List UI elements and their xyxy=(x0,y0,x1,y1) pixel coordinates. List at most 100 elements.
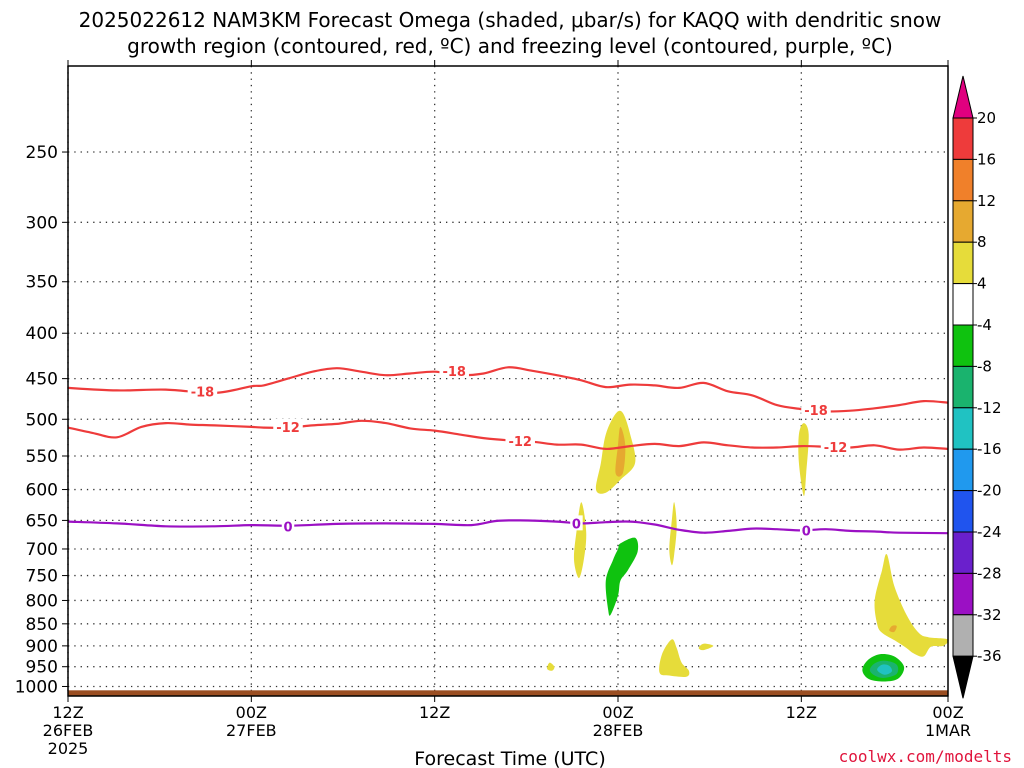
x-tick-label: 2025 xyxy=(48,739,89,758)
colorbar-label: -20 xyxy=(977,482,1002,500)
y-tick-label: 950 xyxy=(26,658,58,678)
colorbar-label: 20 xyxy=(977,109,996,127)
y-tick-label: 800 xyxy=(26,591,58,611)
colorbar-bin xyxy=(952,407,974,450)
contour-label-bg xyxy=(505,432,535,448)
contour-label-bg xyxy=(799,522,813,538)
contour-label-bg xyxy=(820,438,851,454)
colorbar: 20 16 12 8 4 -4 -8 -12 -16 -20 -24 -28 -32 -36 xyxy=(952,75,1002,699)
omega-region xyxy=(659,639,690,677)
colorbar-label: -32 xyxy=(977,606,1002,624)
colorbar-label: -28 xyxy=(977,564,1002,582)
contour-label-bg xyxy=(281,518,295,534)
omega-region xyxy=(573,502,587,579)
y-tick-label: 900 xyxy=(26,637,58,657)
contour-lines: -18 -18 -18 -12 -12 -12 0 0 0 xyxy=(67,362,949,539)
contour-label: -12 xyxy=(824,441,848,456)
contour-label: 0 xyxy=(572,517,581,532)
contour-label: -18 xyxy=(442,365,466,380)
plot-frame xyxy=(67,65,949,697)
omega-region xyxy=(547,662,555,671)
y-tick-label: 250 xyxy=(26,143,58,163)
colorbar-bottom-arrow xyxy=(952,655,974,699)
y-tick-label: 850 xyxy=(26,615,58,635)
omega-shading xyxy=(547,410,949,682)
colorbar-label: -12 xyxy=(977,399,1002,417)
contour-line xyxy=(67,519,949,535)
colorbar-label: -8 xyxy=(977,357,992,375)
colorbar-bin xyxy=(952,448,974,492)
x-tick-label: 12Z xyxy=(786,703,817,722)
chart-title-line2: growth region (contoured, red, ºC) and f… xyxy=(127,34,893,58)
plot-area: -18 -18 -18 -12 -12 -12 0 0 0 xyxy=(67,65,949,697)
x-tick-label: 00Z xyxy=(932,703,963,722)
colorbar-bin xyxy=(952,241,974,285)
contour-label: -18 xyxy=(191,385,215,400)
colorbar-bin xyxy=(952,572,974,616)
x-tick-label: 12Z xyxy=(52,703,83,722)
omega-region xyxy=(877,664,893,675)
y-tick-label: 750 xyxy=(26,567,58,587)
x-tick-label: 1MAR xyxy=(925,721,971,740)
omega-region xyxy=(605,537,639,616)
omega-region xyxy=(669,502,677,566)
colorbar-top-arrow xyxy=(952,75,974,119)
colorbar-bin xyxy=(952,365,974,409)
contour-label-bg xyxy=(801,401,831,417)
omega-region xyxy=(595,410,636,494)
contour-label: 0 xyxy=(802,524,811,539)
ground-surface-band xyxy=(68,690,948,696)
x-tick-label: 12Z xyxy=(419,703,450,722)
contour-label-bg xyxy=(570,515,583,531)
contour-label: -12 xyxy=(508,435,532,450)
y-tick-label: 350 xyxy=(26,273,58,293)
colorbar-label: -36 xyxy=(977,647,1002,665)
y-tick-label: 400 xyxy=(26,324,58,344)
y-tick-label: 600 xyxy=(26,481,58,501)
colorbar-label: -4 xyxy=(977,316,992,334)
y-tick-label: 550 xyxy=(26,447,58,467)
omega-region xyxy=(615,426,626,477)
x-tick-label: 00Z xyxy=(602,703,633,722)
omega-region xyxy=(698,643,714,651)
colorbar-label: -24 xyxy=(977,523,1002,541)
y-tick-label: 450 xyxy=(26,370,58,390)
x-tick-label: 00Z xyxy=(236,703,267,722)
y-tick-label: 500 xyxy=(26,410,58,430)
colorbar-bin xyxy=(952,490,974,533)
colorbar-bin xyxy=(952,283,974,326)
colorbar-label: -16 xyxy=(977,440,1002,458)
omega-region xyxy=(889,625,897,633)
x-tick-label: 28FEB xyxy=(593,721,644,740)
contour-label: -18 xyxy=(804,404,828,419)
colorbar-bin xyxy=(952,324,974,367)
colorbar-label: 8 xyxy=(977,233,987,251)
x-tick-label: 27FEB xyxy=(226,721,277,740)
colorbar-label: 16 xyxy=(977,150,996,168)
y-tick-label: 700 xyxy=(26,540,58,560)
y-tick-label: 1000 xyxy=(15,677,58,697)
contour-label-bg xyxy=(439,362,469,378)
x-tick-label: 26FEB xyxy=(43,721,94,740)
contour-label: 0 xyxy=(283,520,292,535)
colorbar-bin xyxy=(952,614,974,657)
omega-region xyxy=(798,423,809,497)
chart-title-line1: 2025022612 NAM3KM Forecast Omega (shaded… xyxy=(79,8,942,32)
y-tick-label: 650 xyxy=(26,511,58,531)
colorbar-bin xyxy=(952,200,974,243)
colorbar-label: 4 xyxy=(977,275,987,293)
plot-background xyxy=(68,66,948,696)
y-axis-ticks: 2503003504004505005506006507007508008509… xyxy=(15,143,68,697)
colorbar-bin xyxy=(952,117,974,160)
credit-link[interactable]: coolwx.com/modelts xyxy=(839,747,1012,766)
x-axis-label: Forecast Time (UTC) xyxy=(414,748,605,768)
colorbar-bin xyxy=(952,531,974,574)
colorbar-label: 12 xyxy=(977,192,996,210)
contour-label-bg xyxy=(273,418,303,434)
colorbar-bin xyxy=(952,158,974,202)
contour-label: -12 xyxy=(276,421,300,436)
contour-label-bg xyxy=(187,383,218,399)
y-tick-label: 300 xyxy=(26,213,58,233)
